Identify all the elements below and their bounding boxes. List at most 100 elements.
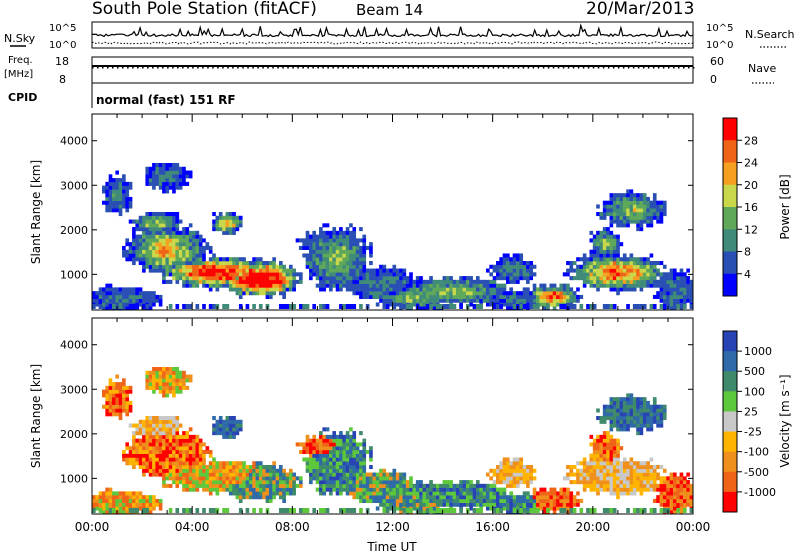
echo-cell <box>663 408 667 412</box>
echo-cell <box>159 178 163 182</box>
echo-cell <box>529 276 533 280</box>
echo-cell <box>439 291 443 295</box>
echo-cell <box>179 220 183 224</box>
echo-cell <box>129 457 133 461</box>
echo-cell <box>152 167 156 171</box>
echo-cell <box>112 204 116 208</box>
echo-cell <box>349 250 353 254</box>
echo-cell <box>115 208 119 212</box>
echo-cell <box>660 287 664 291</box>
echo-cell <box>272 265 276 269</box>
echo-cell <box>196 253 200 257</box>
echo-cell <box>423 287 427 291</box>
echo-cell <box>249 261 253 265</box>
echo-cell <box>112 193 116 197</box>
nave-dot <box>147 67 149 69</box>
echo-cell <box>352 480 356 484</box>
echo-cell <box>162 261 166 265</box>
echo-cell <box>379 284 383 288</box>
echo-cell <box>239 499 243 503</box>
echo-cell <box>185 250 189 254</box>
echo-cell <box>650 476 654 480</box>
echo-cell <box>279 265 283 269</box>
echo-cell <box>262 280 266 284</box>
echo-cell <box>646 201 650 205</box>
echo-cell <box>680 299 684 303</box>
echo-cell <box>539 491 543 495</box>
echo-cell <box>149 269 153 273</box>
echo-cell <box>272 469 276 473</box>
echo-cell <box>393 508 397 513</box>
echo-cell <box>289 276 293 280</box>
echo-cell <box>382 503 386 507</box>
echo-cell <box>596 476 600 480</box>
echo-cell <box>620 208 624 212</box>
echo-cell <box>192 276 196 280</box>
echo-cell <box>466 291 470 295</box>
echo-cell <box>226 508 230 513</box>
echo-cell <box>596 265 600 269</box>
echo-cell <box>342 261 346 265</box>
echo-cell <box>382 276 386 280</box>
echo-cell <box>656 420 660 424</box>
echo-cell <box>516 499 520 503</box>
echo-cell <box>359 469 363 473</box>
echo-cell <box>196 446 200 450</box>
echo-cell <box>476 276 480 280</box>
echo-cell <box>105 390 109 394</box>
echo-cell <box>382 491 386 495</box>
echo-cell <box>623 401 627 405</box>
echo-cell <box>653 193 657 197</box>
echo-cell <box>623 193 627 197</box>
echo-cell <box>142 250 146 254</box>
echo-cell <box>236 461 240 465</box>
echo-cell <box>152 435 156 439</box>
echo-cell <box>413 495 417 499</box>
echo-cell <box>673 499 677 503</box>
echo-cell <box>109 408 113 412</box>
echo-cell <box>222 473 226 477</box>
echo-cell <box>239 220 243 224</box>
echo-cell <box>239 476 243 480</box>
echo-cell <box>145 439 149 443</box>
echo-cell <box>393 291 397 295</box>
echo-cell <box>516 480 520 484</box>
echo-cell <box>172 390 176 394</box>
echo-cell <box>403 491 407 495</box>
echo-cell <box>369 246 373 250</box>
echo-cell <box>175 378 179 382</box>
echo-cell <box>352 476 356 480</box>
echo-cell <box>352 257 356 261</box>
echo-cell <box>162 416 166 420</box>
echo-cell <box>149 431 153 435</box>
echo-cell <box>196 488 200 492</box>
echo-cell <box>289 272 293 276</box>
echo-cell <box>319 261 323 265</box>
echo-cell <box>192 454 196 458</box>
echo-cell <box>362 269 366 273</box>
echo-cell <box>309 242 313 246</box>
echo-cell <box>636 193 640 197</box>
echo-cell <box>149 416 153 420</box>
echo-cell <box>640 405 644 409</box>
echo-cell <box>359 261 363 265</box>
echo-cell <box>663 280 667 284</box>
echo-cell <box>673 503 677 507</box>
echo-cell <box>349 287 353 291</box>
echo-cell <box>359 257 363 261</box>
echo-cell <box>610 412 614 416</box>
echo-cell <box>139 495 143 499</box>
echo-cell <box>633 465 637 469</box>
echo-cell <box>589 238 593 242</box>
echo-cell <box>346 246 350 250</box>
echo-cell <box>169 420 173 424</box>
echo-cell <box>122 182 126 186</box>
echo-cell <box>403 284 407 288</box>
echo-cell <box>663 204 667 208</box>
nave-dot <box>207 67 209 69</box>
echo-cell <box>142 461 146 465</box>
echo-cell <box>342 269 346 273</box>
echo-cell <box>249 265 253 269</box>
echo-cell <box>366 272 370 276</box>
echo-cell <box>149 257 153 261</box>
